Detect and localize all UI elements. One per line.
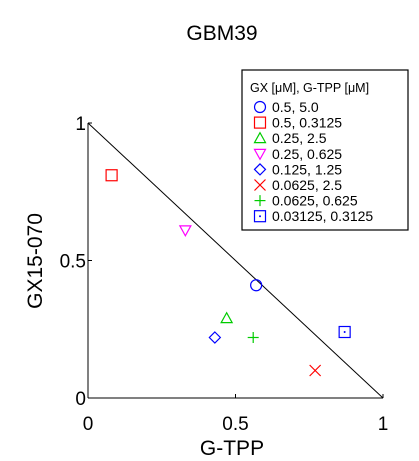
legend-label-6: 0.0625, 0.625 [272,193,358,209]
data-point-7-shape [338,325,351,339]
x-tick-label: 0 [83,414,94,435]
legend-title: GX [μM], G-TPP [μM] [250,81,369,95]
legend-marker-4-shape [253,163,267,176]
data-point-2-shape [220,311,234,324]
legend-marker-5 [254,179,266,191]
legend: GX [μM], G-TPP [μM] 0.5, 5.00.5, 0.31250… [241,69,409,231]
legend-label-0: 0.5, 5.0 [272,99,319,115]
legend-marker-7 [253,210,267,223]
legend-marker-7-shape [253,210,267,223]
data-point-7-dot [343,331,346,333]
legend-marker-5-stroke-b [254,179,266,191]
data-point-4 [208,331,222,344]
legend-marker-3-shape [253,148,267,161]
legend-marker-3 [253,148,267,161]
data-point-2 [220,311,234,324]
legend-box [241,69,409,231]
axes: 0 0.5 1 0 0.5 1 [60,114,389,435]
data-point-6 [247,332,259,343]
data-point-1-shape [105,169,118,182]
legend-marker-0 [253,100,267,114]
legend-marker-6 [254,195,266,207]
legend-label-7: 0.03125, 0.3125 [272,208,373,224]
legend-marker-1 [253,116,267,129]
data-point-4-shape [208,331,222,344]
y-tick-label: 0.5 [60,252,86,273]
legend-marker-7-dot [259,215,261,218]
data-point-5-stroke-b [309,364,322,377]
x-tick-label: 1 [378,414,389,435]
reference-line [87,122,384,399]
data-point-7 [338,325,351,339]
legend-label-4: 0.125, 1.25 [272,161,342,177]
legend-marker-0-shape [253,100,267,114]
legend-label-5: 0.0625, 2.5 [272,177,342,193]
legend-marker-2-shape [253,131,267,144]
y-tick-label: 1 [75,114,86,135]
reference-line-group [87,122,384,399]
y-axis-title: GX15-070 [24,213,47,309]
data-points [105,169,351,377]
legend-marker-2 [253,131,267,144]
data-point-1 [105,169,118,182]
data-point-3-shape [178,225,192,237]
chart-title: GBM39 [186,22,257,45]
legend-label-1: 0.5, 0.3125 [272,115,342,131]
legend-label-3: 0.25, 0.625 [272,146,342,162]
data-point-0 [250,279,263,292]
data-point-0-shape [250,279,263,292]
legend-marker-1-shape [253,116,267,129]
legend-marker-4 [253,163,267,176]
data-point-5 [309,364,322,377]
y-tick-label: 0 [75,389,86,410]
legend-label-2: 0.25, 2.5 [272,130,327,146]
data-point-3 [178,225,192,237]
x-tick-label: 0.5 [222,414,248,435]
x-axis-title: G-TPP [200,437,264,460]
